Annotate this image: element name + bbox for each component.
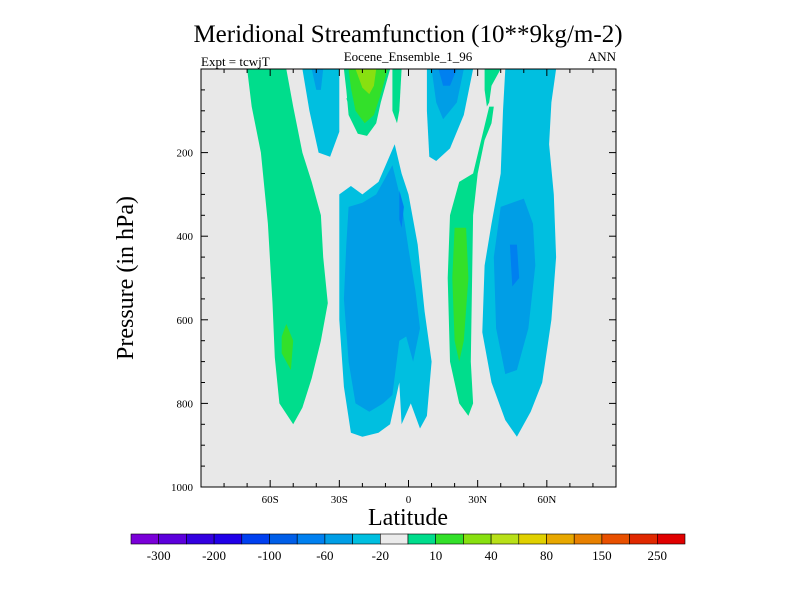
contour-region-2 — [302, 69, 340, 157]
x-tick-label: 60S — [262, 494, 279, 506]
colorbar-swatch — [573, 533, 603, 545]
contour-region-11 — [438, 69, 457, 86]
y-tick-label: 600 — [177, 315, 194, 327]
colorbar-swatch — [213, 533, 243, 545]
colorbar-label: -60 — [316, 548, 333, 563]
colorbar-swatch — [269, 533, 298, 545]
y-tick-label: 200 — [177, 148, 194, 160]
x-tick-label: 30N — [468, 494, 487, 506]
colorbar-label: 150 — [592, 548, 612, 563]
chart-title: Meridional Streamfunction (10**9kg/m-2) — [193, 21, 622, 48]
colorbar: -300 -200 -100 -60 -20 10 40 80 150 250 — [130, 533, 686, 563]
colorbar-swatch — [490, 533, 520, 545]
colorbar-swatch — [656, 533, 686, 545]
colorbar-label: 10 — [429, 548, 442, 563]
chart-subtitle: Eocene_Ensemble_1_96 — [344, 49, 473, 64]
contour-region-12 — [484, 69, 501, 107]
contour-region-1 — [281, 324, 294, 370]
contour-region-19 — [343, 165, 420, 412]
colorbar-label: -20 — [372, 548, 389, 563]
contour-region-6 — [355, 69, 377, 95]
y-tick-label: 800 — [177, 398, 194, 410]
colorbar-swatch — [379, 533, 409, 545]
colorbar-swatch — [601, 533, 630, 545]
colorbar-swatch — [352, 533, 381, 545]
contour-region-14 — [452, 227, 469, 362]
colorbar-swatch — [324, 533, 353, 545]
colorbar-swatch — [241, 533, 270, 545]
colorbar-label: 40 — [485, 548, 498, 563]
y-tick-label: 1000 — [171, 482, 194, 494]
experiment-label: Expt = tcwjT — [201, 54, 270, 69]
x-axis-label: Latitude — [368, 505, 448, 531]
contour-regions — [247, 69, 557, 437]
x-tick-label: 60N — [537, 494, 556, 506]
y-tick-label: 400 — [177, 231, 194, 243]
colorbar-swatch — [296, 533, 326, 545]
colorbar-swatch — [158, 533, 187, 545]
contour-region-8 — [346, 98, 354, 111]
plot-area — [200, 68, 617, 488]
contour-region-7 — [392, 69, 402, 124]
x-tick-label: 30S — [331, 494, 348, 506]
contour-region-0 — [247, 69, 328, 425]
contour-region-16 — [493, 198, 536, 375]
colorbar-label: -200 — [202, 548, 226, 563]
colorbar-swatch — [407, 533, 437, 545]
colorbar-swatch — [435, 533, 464, 545]
colorbar-swatch — [130, 533, 160, 545]
colorbar-swatch — [546, 533, 575, 545]
y-axis-label: Pressure (in hPa) — [113, 196, 139, 360]
season-label: ANN — [588, 49, 617, 64]
contour-region-17 — [509, 244, 520, 287]
colorbar-label: 80 — [540, 548, 553, 563]
colorbar-swatch — [463, 533, 492, 545]
contour-region-3 — [311, 69, 324, 90]
contour-region-10 — [431, 69, 464, 120]
colorbar-label: -300 — [147, 548, 171, 563]
x-tick-label: 0 — [406, 494, 412, 506]
colorbar-swatch — [629, 533, 658, 545]
colorbar-swatch — [518, 533, 547, 545]
contour-region-20 — [399, 190, 404, 228]
contour-region-5 — [348, 69, 388, 124]
axes: 60S 30S 0 30N 60N 200 400 600 800 1000 — [171, 69, 617, 506]
colorbar-swatch — [186, 533, 215, 545]
colorbar-label: 250 — [648, 548, 668, 563]
colorbar-label: -100 — [258, 548, 282, 563]
